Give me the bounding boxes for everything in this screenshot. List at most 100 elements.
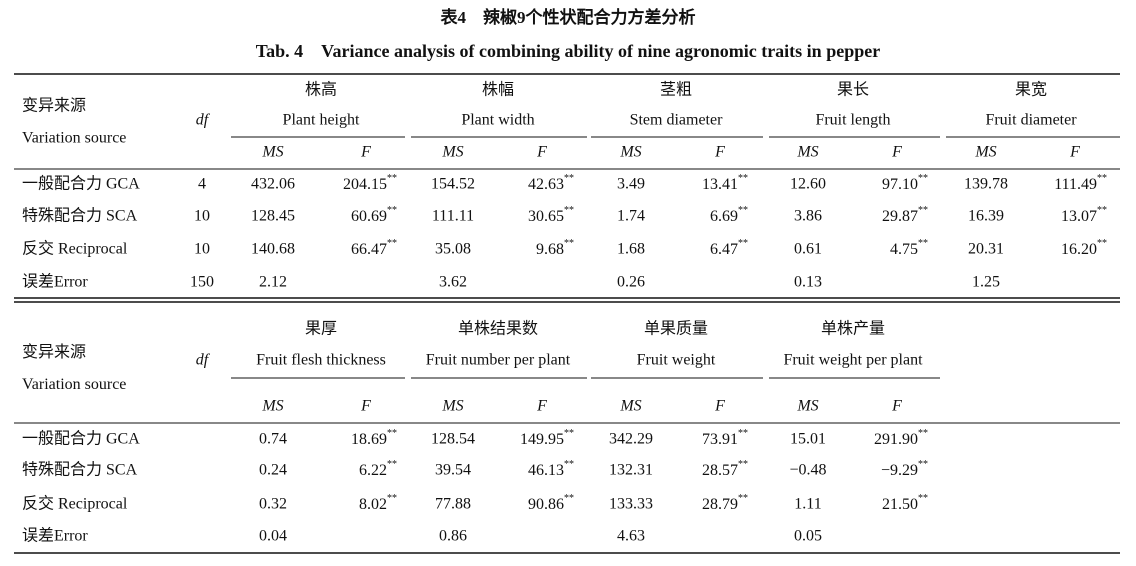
ms-value: 4.63: [617, 528, 645, 545]
f-number: 66.47: [351, 241, 387, 258]
trait-en: Fruit diameter: [985, 112, 1077, 129]
trait-cn: 单株产量: [821, 320, 885, 338]
f-number: 97.10: [882, 176, 918, 193]
ms-header: MS: [261, 398, 283, 415]
row-source: 一般配合力 GCA: [22, 430, 140, 448]
ms-value: −0.48: [789, 462, 826, 479]
significance: **: [564, 205, 574, 216]
row-source: 一般配合力 GCA: [22, 175, 140, 193]
significance: **: [387, 493, 397, 504]
f-number: 13.41: [702, 176, 738, 193]
f-number: 9.68: [536, 241, 564, 258]
f-value: 8.02**: [359, 493, 397, 512]
f-value: 13.41**: [702, 173, 748, 192]
ms-header: MS: [441, 398, 463, 415]
f-value: 29.87**: [882, 205, 928, 224]
row-source: 误差Error: [22, 273, 88, 291]
trait-en: Stem diameter: [630, 112, 724, 129]
source-header-cn: 变异来源: [22, 97, 86, 115]
significance: **: [918, 173, 928, 184]
f-header: F: [891, 144, 902, 161]
trait-en: Plant height: [283, 112, 360, 129]
trait-cn: 株高: [305, 81, 337, 99]
f-value: 204.15**: [343, 173, 397, 192]
trait-cn: 单株结果数: [458, 320, 538, 338]
ms-value: 111.11: [432, 208, 474, 225]
f-value: 16.20**: [1061, 238, 1107, 257]
f-value: 111.49**: [1054, 173, 1107, 192]
trait-en: Fruit length: [815, 112, 890, 129]
f-header: F: [536, 144, 547, 161]
significance: **: [564, 173, 574, 184]
f-header: F: [360, 144, 371, 161]
significance: **: [918, 428, 928, 439]
f-value: 18.69**: [351, 428, 397, 447]
ms-value: 0.05: [794, 528, 822, 545]
trait-cn: 果长: [837, 81, 869, 99]
row-source: 反交 Reciprocal: [22, 495, 128, 513]
f-number: 73.91: [702, 431, 738, 448]
source-header-cn: 变异来源: [22, 343, 86, 361]
ms-value: 2.12: [259, 274, 287, 291]
ms-header: MS: [796, 144, 818, 161]
ms-value: 128.45: [251, 208, 295, 225]
f-number: 6.69: [710, 208, 738, 225]
df-value: 4: [198, 176, 206, 193]
ms-value: 15.01: [790, 431, 826, 448]
ms-value: 140.68: [251, 241, 295, 258]
f-number: 29.87: [882, 208, 918, 225]
ms-header: MS: [441, 144, 463, 161]
f-value: 90.86**: [528, 493, 574, 512]
f-value: 149.95**: [520, 428, 574, 447]
df-value: 10: [194, 241, 210, 258]
significance: **: [1097, 205, 1107, 216]
significance: **: [387, 428, 397, 439]
f-number: 21.50: [882, 496, 918, 513]
ms-value: 0.32: [259, 496, 287, 513]
ms-value: 0.86: [439, 528, 467, 545]
row-source: 特殊配合力 SCA: [22, 461, 138, 479]
trait-en: Plant width: [461, 112, 534, 129]
ms-value: 35.08: [435, 241, 471, 258]
significance: **: [564, 459, 574, 470]
row-source: 反交 Reciprocal: [22, 240, 128, 258]
f-value: 66.47**: [351, 238, 397, 257]
f-number: 111.49: [1054, 176, 1097, 193]
trait-en: Fruit weight: [637, 352, 716, 369]
significance: **: [387, 459, 397, 470]
significance: **: [1097, 238, 1107, 249]
ms-value: 20.31: [968, 241, 1004, 258]
significance: **: [564, 428, 574, 439]
f-number: −9.29: [881, 462, 918, 479]
f-number: 6.47: [710, 241, 738, 258]
ms-value: 432.06: [251, 176, 295, 193]
ms-value: 77.88: [435, 496, 471, 513]
ms-value: 0.26: [617, 274, 645, 291]
ms-value: 1.25: [972, 274, 1000, 291]
ms-value: 342.29: [609, 431, 653, 448]
f-number: 16.20: [1061, 241, 1097, 258]
f-header: F: [360, 398, 371, 415]
f-number: 8.02: [359, 496, 387, 513]
f-number: 42.63: [528, 176, 564, 193]
f-value: 4.75**: [890, 238, 928, 257]
f-value: 28.57**: [702, 459, 748, 478]
f-number: 28.79: [702, 496, 738, 513]
f-value: 9.68**: [536, 238, 574, 257]
f-header: F: [714, 144, 725, 161]
title-en: Tab. 4 Variance analysis of combining ab…: [256, 41, 880, 61]
f-value: 28.79**: [702, 493, 748, 512]
f-value: 42.63**: [528, 173, 574, 192]
f-number: 149.95: [520, 431, 564, 448]
f-header: F: [1069, 144, 1080, 161]
ms-value: 12.60: [790, 176, 826, 193]
ms-value: 3.86: [794, 208, 822, 225]
df-header: df: [196, 352, 211, 369]
f-value: 60.69**: [351, 205, 397, 224]
ms-value: 1.11: [794, 496, 821, 513]
f-number: 46.13: [528, 462, 564, 479]
significance: **: [387, 173, 397, 184]
ms-value: 139.78: [964, 176, 1008, 193]
